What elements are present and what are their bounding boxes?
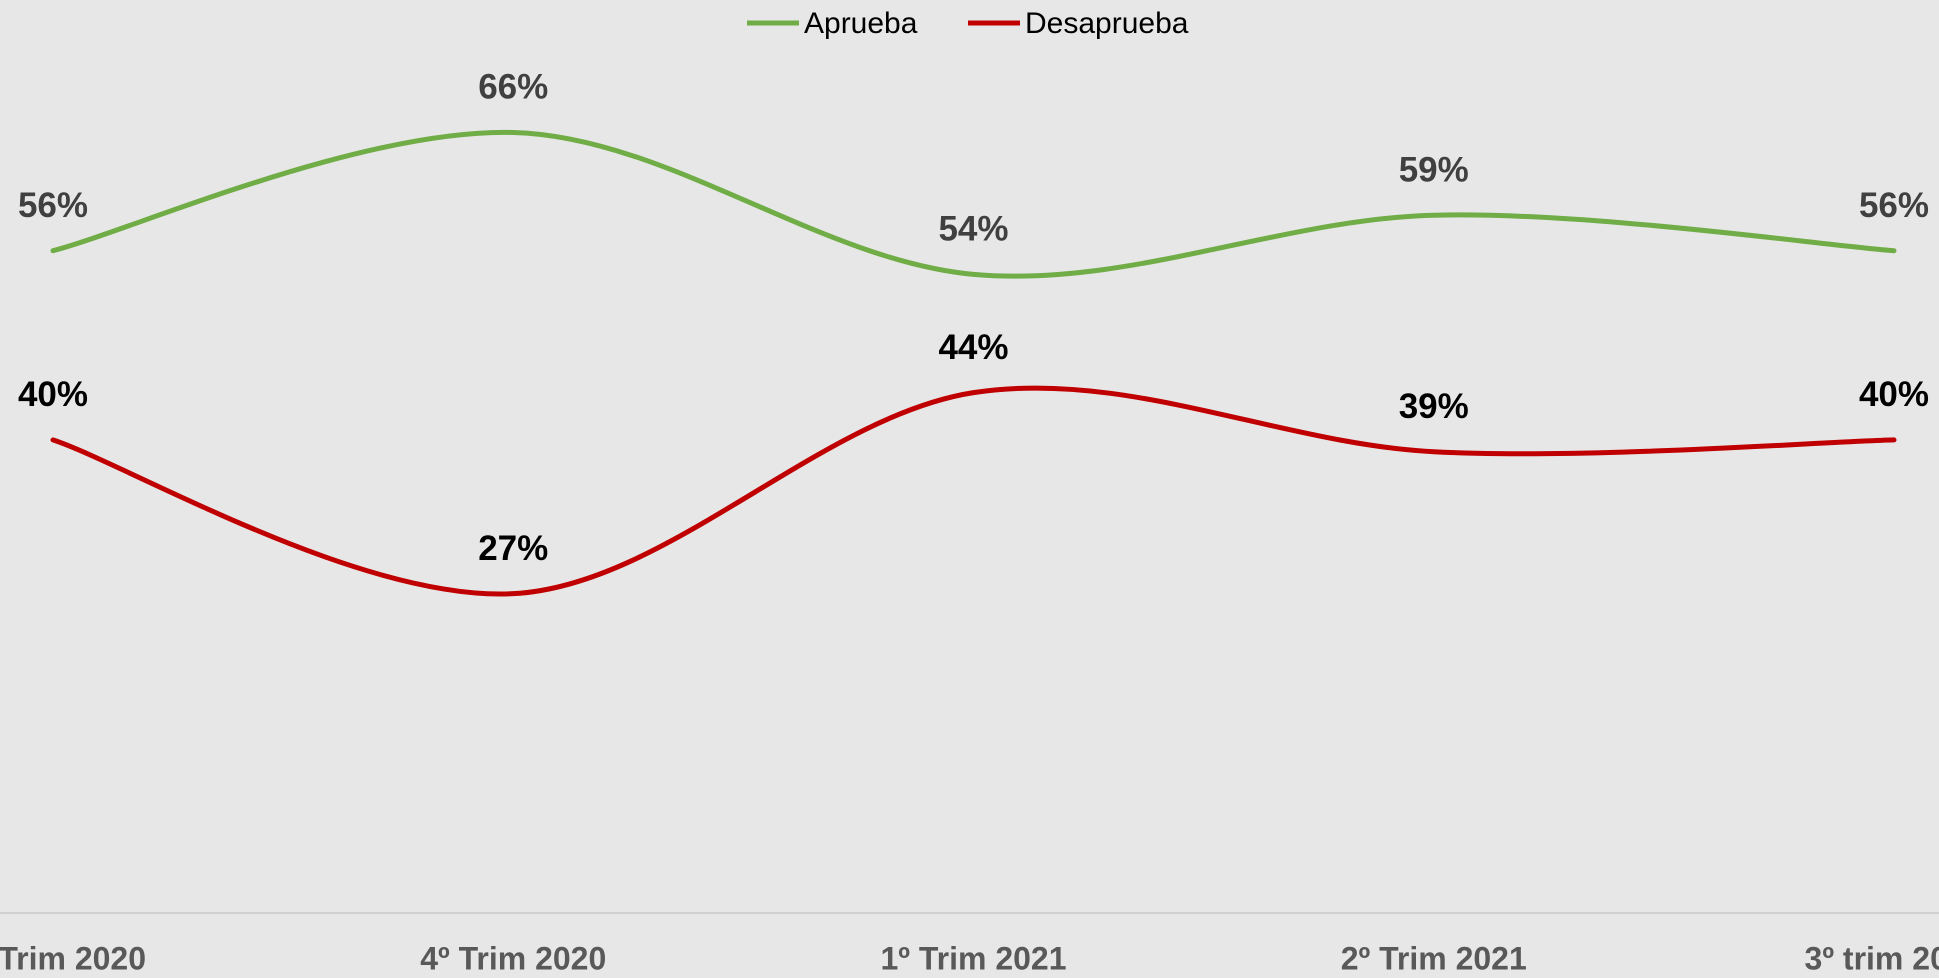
x-tick-label: 2º Trim 2021 [1341,940,1527,976]
data-label: 44% [938,328,1008,367]
data-label: 56% [1859,186,1929,225]
data-label: 39% [1399,387,1469,426]
data-label: 40% [18,375,88,414]
data-label: 66% [478,68,548,107]
x-tick-label: 1º Trim 2021 [880,940,1066,976]
data-label: 40% [1859,375,1929,414]
data-label: 27% [478,529,548,568]
x-tick-label: 4º Trim 2020 [420,940,606,976]
line-series [50,129,1897,279]
data-label: 54% [938,210,1008,249]
legend-label: Aprueba [804,7,918,40]
legend-label: Desaprueba [1025,7,1189,40]
data-label: 56% [18,186,88,225]
x-tick-label: 3º trim 2021 [1805,940,1939,976]
line-series [50,385,1897,597]
x-tick-label: 3º Trim 2020 [0,940,146,976]
data-label: 59% [1399,150,1469,189]
